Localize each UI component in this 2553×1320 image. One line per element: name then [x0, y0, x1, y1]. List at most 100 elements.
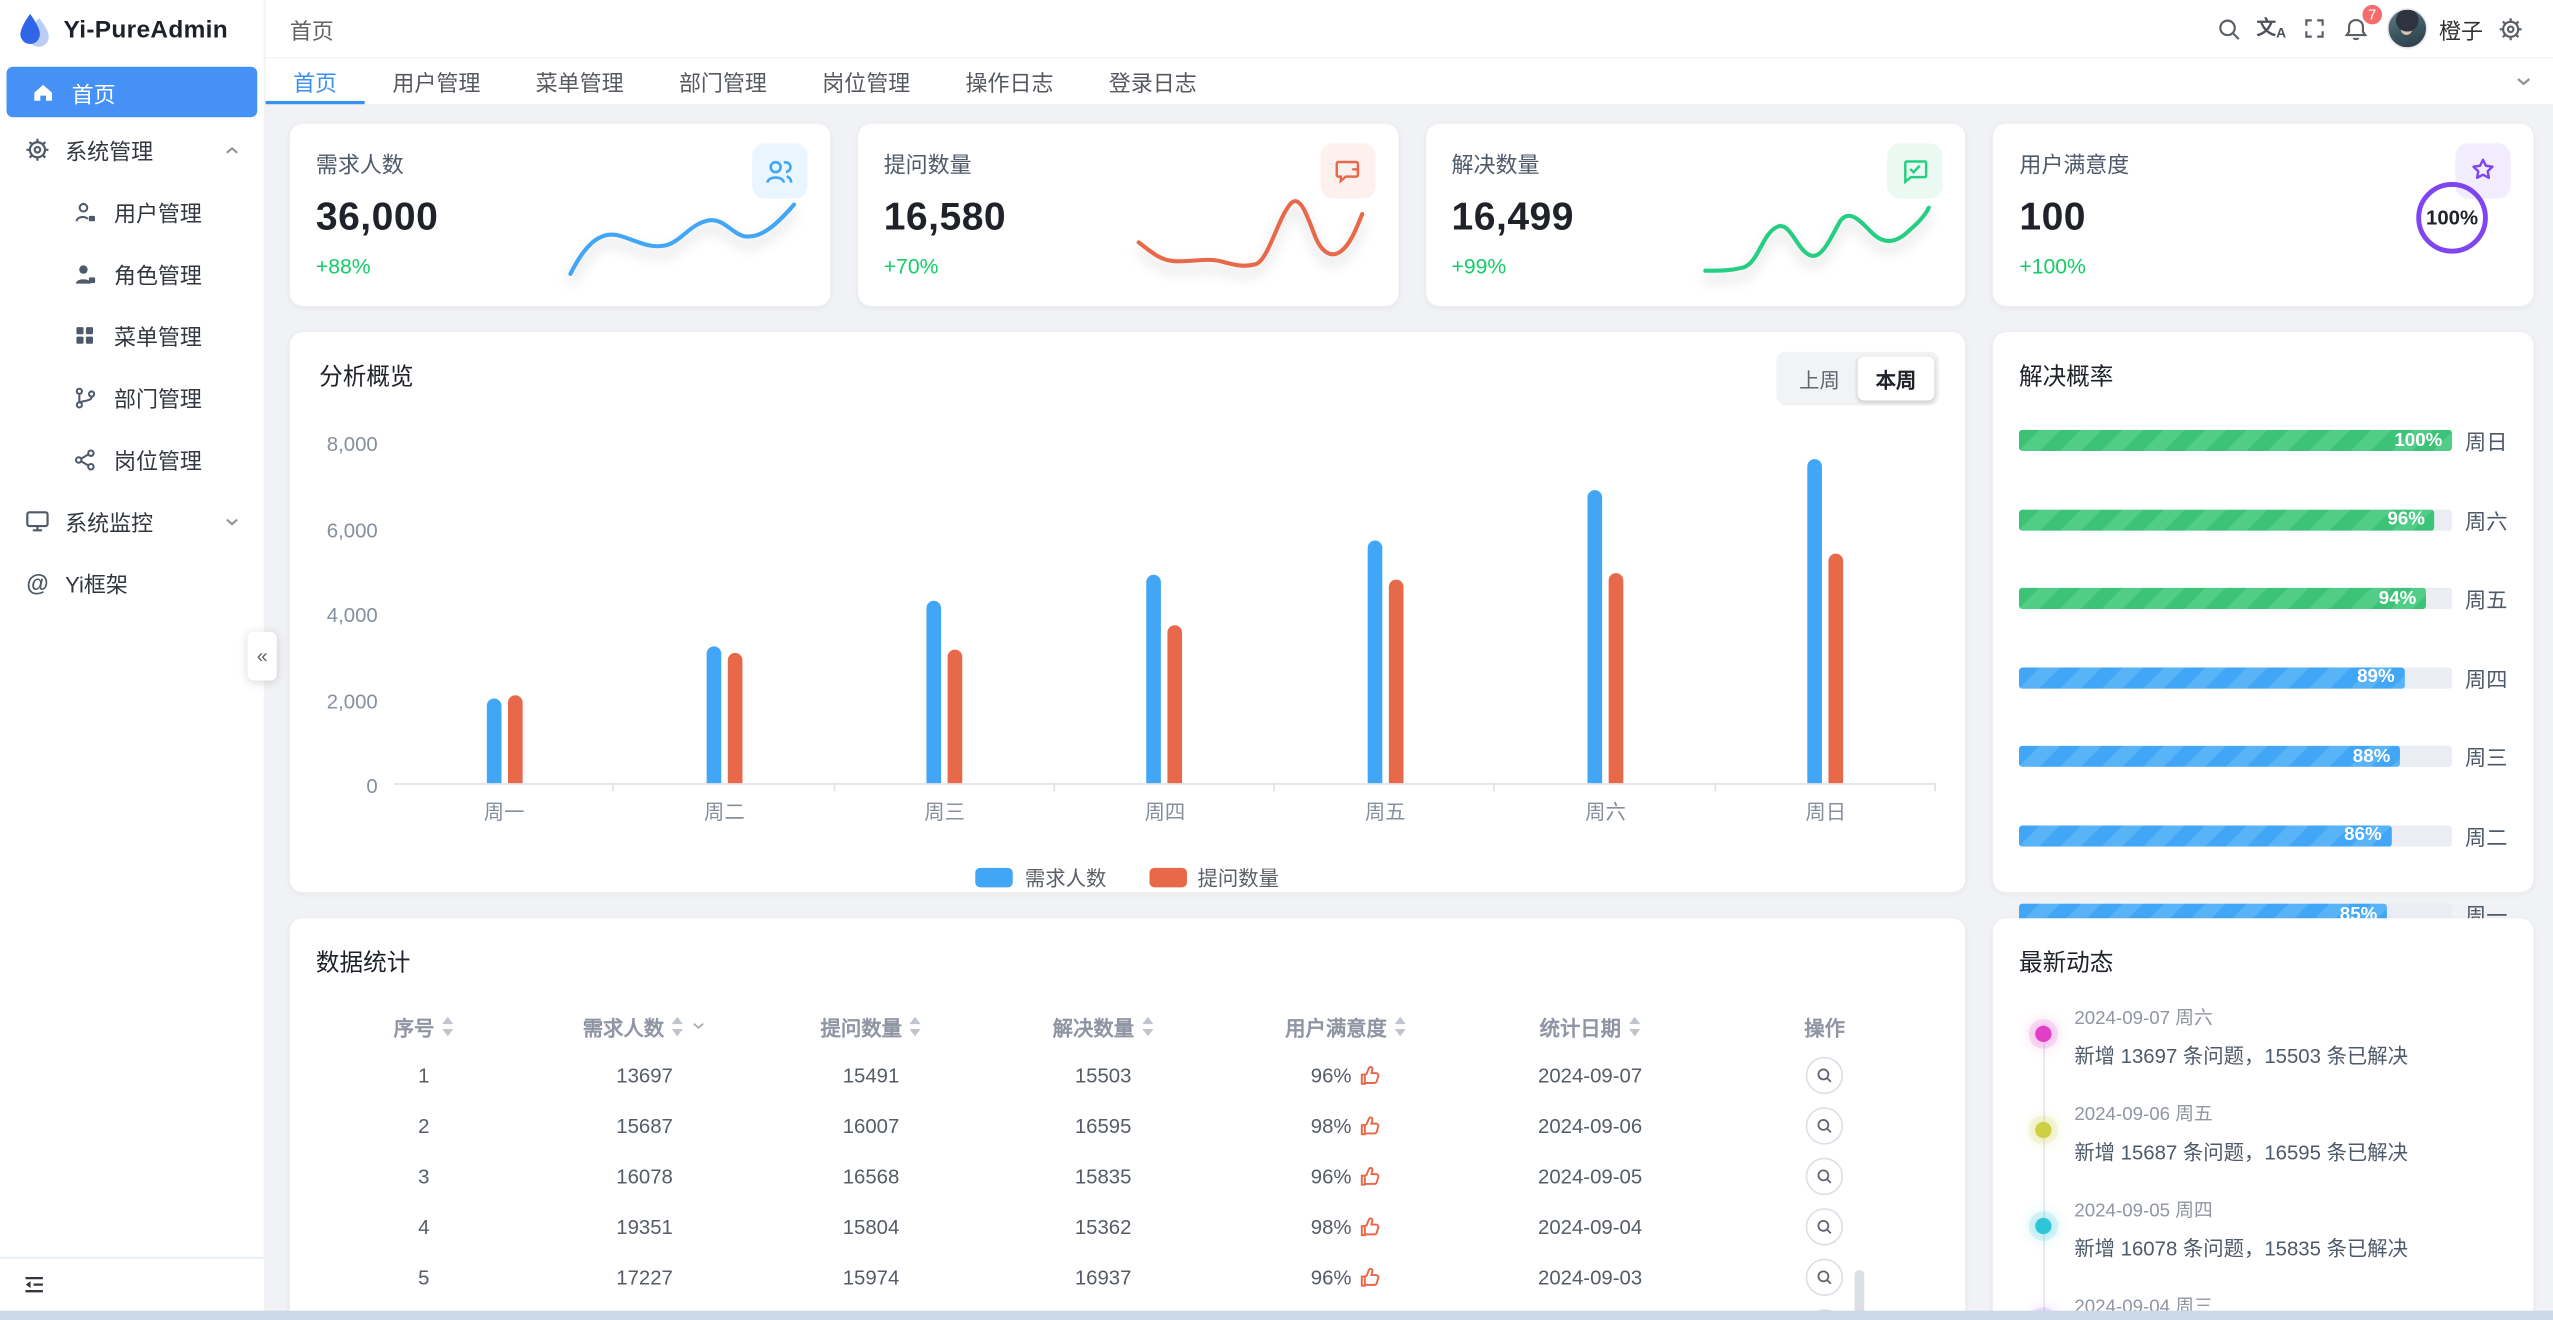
- timeline-item: 2024-09-05 周四 新增 16078 条问题，15835 条已解决: [2035, 1197, 2507, 1262]
- bar-group[interactable]: [614, 443, 834, 784]
- column-header-satisfaction[interactable]: 用户满意度: [1222, 1010, 1470, 1041]
- sidebar-collapse-button[interactable]: «: [247, 631, 277, 681]
- settings-gear-icon[interactable]: [2490, 7, 2532, 49]
- notification-bell-icon[interactable]: 7: [2335, 2, 2384, 49]
- cell-date: 2024-09-06: [1538, 1114, 1643, 1138]
- tab-login-log[interactable]: 登录日志: [1108, 71, 1197, 97]
- progress-label: 周三: [2465, 745, 2508, 771]
- magnifier-icon: [1817, 1270, 1832, 1285]
- sidebar-item-department-management[interactable]: 部门管理: [0, 366, 264, 428]
- progress-track: 88%: [2018, 745, 2453, 767]
- cell-questions: 16007: [842, 1114, 900, 1138]
- cell-satisfaction: 96%: [1310, 1164, 1352, 1188]
- sidebar-item-user-management[interactable]: 用户管理: [0, 181, 264, 243]
- cell-solved: 15362: [1074, 1215, 1132, 1239]
- sidebar-item-menu-management[interactable]: 菜单管理: [0, 304, 264, 366]
- stat-delta: +70%: [883, 253, 939, 279]
- solve-rate-list: 100% 周日 96% 周六 94% 周五 89% 周四: [2018, 425, 2508, 930]
- view-detail-button[interactable]: [1805, 1208, 1844, 1246]
- solve-rate-card: 解决概率 100% 周日 96% 周六 94% 周五 89%: [1992, 332, 2534, 928]
- sort-caret-icon[interactable]: [1628, 1015, 1641, 1036]
- filter-chevron-icon[interactable]: [690, 1018, 706, 1034]
- sort-caret-icon[interactable]: [441, 1015, 454, 1036]
- sidebar: Yi-PureAdmin 首页 系统管理: [0, 0, 266, 1320]
- table-row: 1 13697 15491 15503 96% 2024-09-07: [316, 1050, 1939, 1100]
- this-week-button[interactable]: 本周: [1857, 356, 1935, 401]
- tab-user-management[interactable]: 用户管理: [392, 71, 481, 97]
- horizontal-scrollbar[interactable]: [0, 1310, 2553, 1320]
- cell-satisfaction: 96%: [1310, 1064, 1352, 1087]
- bar-group[interactable]: [835, 443, 1055, 784]
- tab-actions-chevron-icon[interactable]: [2494, 59, 2553, 105]
- bar-group[interactable]: [394, 443, 614, 784]
- progress-track: 96%: [2018, 508, 2453, 530]
- sidebar-item-system-monitor[interactable]: 系统监控: [0, 490, 264, 552]
- legend-questions[interactable]: 提问数量: [1148, 861, 1279, 892]
- view-detail-button[interactable]: [1805, 1056, 1844, 1095]
- view-detail-button[interactable]: [1805, 1107, 1844, 1145]
- stat-value: 16,580: [883, 195, 1007, 240]
- sort-caret-icon[interactable]: [1141, 1015, 1154, 1036]
- sidebar-item-label: Yi框架: [65, 573, 128, 598]
- sort-caret-icon[interactable]: [908, 1015, 921, 1036]
- stat-title: 需求人数: [315, 153, 404, 178]
- tab-department-management[interactable]: 部门管理: [678, 71, 767, 97]
- menu-fold-icon[interactable]: [21, 1272, 47, 1298]
- sidebar-item-label: 用户管理: [113, 201, 202, 227]
- tab-operation-log[interactable]: 操作日志: [965, 71, 1054, 97]
- cell-date: 2024-09-07: [1538, 1064, 1643, 1087]
- timeline-date: 2024-09-05 周四: [2074, 1201, 2213, 1222]
- view-detail-button[interactable]: [1805, 1258, 1844, 1297]
- view-detail-button[interactable]: [1805, 1157, 1844, 1196]
- cell-satisfaction: 96%: [1310, 1265, 1352, 1289]
- cell-id: 2: [418, 1114, 430, 1138]
- tab-home[interactable]: 首页: [265, 59, 365, 105]
- legend-demand[interactable]: 需求人数: [976, 861, 1106, 892]
- tab-menu-management[interactable]: 菜单管理: [535, 71, 624, 97]
- bar-group[interactable]: [1716, 443, 1936, 784]
- main-content: 需求人数 36,000 +88% 提问数量: [265, 105, 2553, 1320]
- sidebar-item-system-management[interactable]: 系统管理: [0, 119, 264, 181]
- cell-solved: 16595: [1074, 1114, 1132, 1138]
- fullscreen-icon[interactable]: [2292, 7, 2334, 49]
- sidebar-item-role-management[interactable]: 角色管理: [0, 243, 264, 305]
- progress-label: 周五: [2465, 587, 2508, 613]
- y-tick: 6,000: [326, 518, 378, 542]
- table-scrollbar[interactable]: [1854, 1269, 1865, 1320]
- satisfaction-ring: 100%: [2416, 181, 2488, 254]
- cell-date: 2024-09-05: [1538, 1164, 1643, 1188]
- last-week-button[interactable]: 上周: [1799, 369, 1840, 393]
- column-header-solved[interactable]: 解决数量: [985, 1010, 1222, 1041]
- sparkline-green: [1703, 205, 1932, 273]
- sidebar-item-yi-framework[interactable]: @ Yi框架: [0, 552, 264, 614]
- user-name[interactable]: 橙子: [2439, 18, 2483, 44]
- sidebar-item-post-management[interactable]: 岗位管理: [0, 428, 264, 490]
- app-logo[interactable]: Yi-PureAdmin: [0, 0, 264, 60]
- sort-caret-icon[interactable]: [1393, 1015, 1406, 1036]
- x-tick: 周一: [394, 783, 615, 826]
- search-icon[interactable]: [2208, 7, 2250, 49]
- x-tick: 周日: [1716, 783, 1937, 826]
- bar-group[interactable]: [1495, 443, 1715, 784]
- translate-icon[interactable]: 文A: [2256, 15, 2287, 41]
- column-header-questions[interactable]: 提问数量: [757, 1010, 984, 1041]
- stat-title: 提问数量: [883, 153, 972, 178]
- legend-label: 提问数量: [1197, 867, 1279, 891]
- sidebar-item-home[interactable]: 首页: [6, 66, 258, 118]
- sort-caret-icon[interactable]: [671, 1015, 684, 1036]
- column-header-actions: 操作: [1804, 1016, 1845, 1040]
- column-header-date[interactable]: 统计日期: [1470, 1010, 1710, 1041]
- users-icon: [751, 143, 808, 199]
- cell-date: 2024-09-04: [1538, 1215, 1643, 1239]
- cell-solved: 16937: [1074, 1265, 1132, 1289]
- panel-title: 数据统计: [315, 950, 411, 977]
- bar-group[interactable]: [1055, 443, 1275, 784]
- column-header-demand[interactable]: 需求人数: [532, 1010, 758, 1041]
- table-header-row: 序号 需求人数 提问数量 解决数量: [316, 1001, 1939, 1050]
- avatar[interactable]: [2386, 8, 2428, 49]
- progress-row: 86% 周二: [2018, 820, 2507, 851]
- column-header-id[interactable]: 序号: [316, 1010, 532, 1041]
- tab-post-management[interactable]: 岗位管理: [822, 71, 911, 97]
- bar-group[interactable]: [1275, 443, 1495, 784]
